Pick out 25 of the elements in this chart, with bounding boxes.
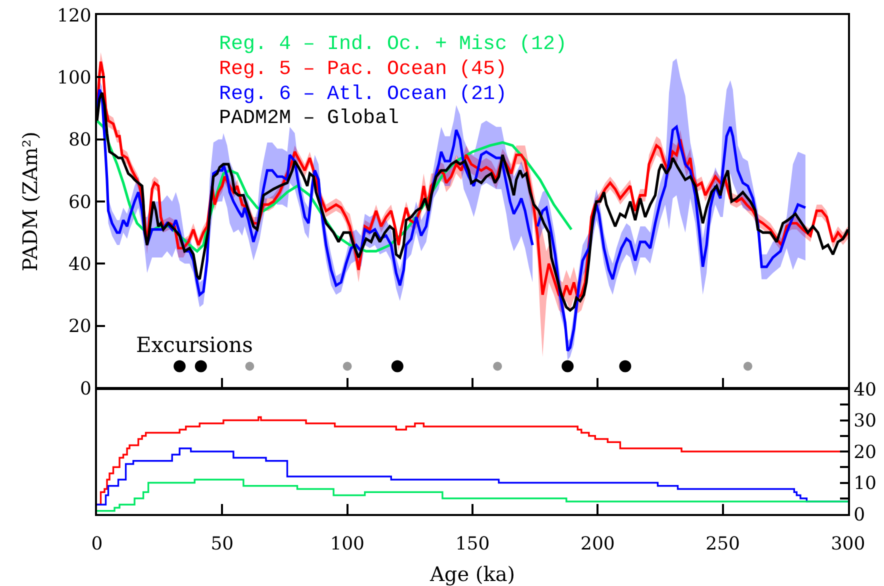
- y-tick-label: 60: [68, 192, 92, 213]
- text: Reg. 5 – Pac. Ocean (45): [219, 58, 508, 81]
- x-tick-label: 50: [210, 534, 234, 555]
- y-tick-label: 20: [68, 316, 92, 338]
- x-tick-label: 200: [580, 534, 615, 555]
- y-tick-label: 30: [854, 410, 877, 432]
- y-axis-title: PADM (ZAm²): [18, 132, 42, 272]
- annotation: Excursions: [136, 333, 253, 357]
- x-axis-title: Age (ka): [428, 562, 516, 586]
- y-tick-label: 0: [854, 504, 866, 526]
- series-label: PADM2M – Global: [219, 107, 400, 130]
- y-tick-label: 40: [854, 379, 877, 400]
- x-tick-label: 150: [455, 534, 490, 555]
- y-tick-label: 0: [80, 378, 92, 400]
- y-tick-label: 120: [57, 5, 92, 26]
- x-tick-label: 300: [830, 534, 866, 555]
- x-tick-label: 250: [706, 534, 740, 555]
- text: Reg. 4 – Ind. Oc. + Misc (12): [219, 33, 568, 56]
- text: Reg. 6 – Atl. Ocean (21): [219, 83, 508, 106]
- y-tick-label: 20: [854, 442, 877, 463]
- y-tick-label: 100: [57, 67, 92, 88]
- x-tick-label: 100: [330, 534, 365, 555]
- y-tick-label: 80: [68, 130, 92, 151]
- y-tick-label: 10: [854, 473, 877, 494]
- y-tick-label: 40: [68, 254, 92, 275]
